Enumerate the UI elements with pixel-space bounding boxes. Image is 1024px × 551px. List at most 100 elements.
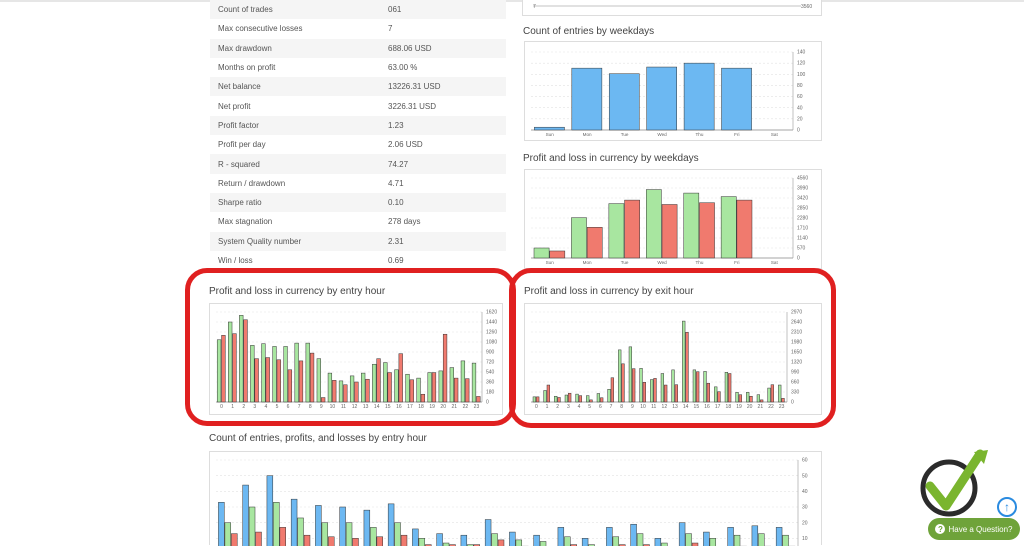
bar-series-0-5 [272,346,277,403]
bar-series-0-3 [250,345,255,403]
bar-series-0-Wed [646,189,662,259]
x-tick-label: 8 [309,404,312,410]
stat-label: Max drawdown [218,43,272,53]
bar-series-0-17 [630,523,637,551]
bar-series-1-17 [717,391,721,403]
bar-series-1-1 [232,333,237,403]
bar-series-1-11 [343,384,348,403]
x-tick-label: 18 [418,404,424,410]
stat-label: Sharpe ratio [218,198,262,208]
bar-series-0-22 [767,387,771,403]
bar-series-0-Fri [721,67,752,131]
y-tick-label: 990 [791,370,800,376]
bar-series-1-1 [546,384,550,403]
stat-row: Profit per day 2.06 USD [210,135,506,154]
x-tick-label: 12 [352,404,358,410]
bar-series-0-17 [405,373,410,403]
chart-title-count-entry-hour: Count of entries, profits, and losses by… [209,433,427,444]
bar-series-1-4 [578,395,582,403]
x-tick-label: Fri [734,132,739,137]
x-tick-label: 23 [474,404,480,410]
x-tick-label: 16 [704,404,710,410]
bar-series-0-4 [261,343,266,403]
bar-series-1-7 [298,360,304,403]
y-tick-label: 60 [802,458,808,464]
x-tick-label: 17 [715,404,721,410]
stat-value: 13226.31 USD [388,82,441,92]
have-a-question-button[interactable]: ? Have a Question? [928,518,1020,540]
scroll-top-button[interactable]: ↑ [997,497,1017,517]
bar-series-0-14 [372,363,377,403]
bar-series-1-15 [696,371,700,403]
x-tick-label: Sun [546,260,555,265]
x-tick-label: 4 [578,404,581,410]
x-tick-label: 13 [363,404,369,410]
x-tick-label: Tue [621,132,629,137]
stat-label: System Quality number [218,236,302,246]
bar-series-0-0 [218,502,225,551]
stat-label: R - squared [218,159,260,169]
x-tick-label: Tue [621,260,629,265]
bar-series-1-0 [221,335,226,403]
bar-series-1-Mon [586,227,603,259]
x-tick-label: Thu [695,132,703,137]
chart-pl-weekdays: 0 570 1140 1710 2280 2850 3420 3990 4560 Sun Mon Tu… [524,169,822,269]
y-tick-label: 0 [797,256,800,262]
bar-series-0-12 [660,373,664,403]
y-tick-label: 900 [486,350,495,356]
bar-series-2-1 [255,531,262,551]
x-tick-label: 21 [758,404,764,410]
bar-series-0-23 [778,384,782,403]
bar-series-0-23 [775,527,783,551]
bar-series-0-16 [703,371,707,403]
y-tick-label: 140 [797,50,806,56]
stat-value: 4.71 [388,178,404,188]
top-partial-chart-svg: 7 3560 [533,4,812,10]
y-tick-label: 60 [797,94,803,100]
y-tick-label: 120 [797,61,806,67]
chart-pl-exit-hour: 0 330 660 990 1320 1650 1980 2310 2640 2970 0 1 2 3 4 5… [524,303,822,415]
y-tick-label: 540 [486,370,495,376]
bar-series-0-9 [316,358,321,403]
bar-series-1-11 [653,378,657,403]
bar-series-1-Thu [699,202,715,259]
bar-series-1-5 [276,359,281,403]
bar-series-1-18 [420,393,426,403]
bar-series-1-22 [465,378,470,403]
bar-series-0-13 [671,369,675,403]
stat-row: Months on profit 63.00 % [210,58,506,77]
y-tick-label: 100 [797,72,806,78]
x-tick-label: Wed [657,260,667,265]
x-tick-label: 10 [330,404,336,410]
bar-series-1-16 [706,382,710,403]
y-tick-label: 3420 [797,196,808,202]
bar-series-0-9 [436,533,443,551]
stat-label: Max consecutive losses [218,24,303,34]
bar-series-0-8 [618,349,622,403]
stat-label: Win / loss [218,256,253,265]
stat-row: Count of trades 061 [210,0,506,20]
y-tick-label: 40 [802,489,808,495]
x-tick-label: 10 [640,404,646,410]
bar-series-0-14 [557,527,565,551]
highlight-pl-exit-hour [509,268,836,428]
bar-series-2-2 [279,527,286,551]
x-tick-label: 1 [231,404,234,410]
bar-series-2-0 [231,533,238,551]
x-tick-label: 17 [407,404,413,410]
bar-series-0-7 [607,389,611,403]
bar-series-0-18 [724,372,728,403]
y-tick-label: 1440 [486,320,497,326]
bar-series-1-20 [442,333,448,403]
x-tick-label: 20 [440,404,446,410]
stat-label: Profit per day [218,140,266,150]
bar-series-0-6 [283,346,288,403]
bar-series-1-0 [536,396,540,403]
bar-series-1-Sun [549,250,566,259]
bar-series-0-11 [650,379,654,403]
bar-series-1-Fri [736,199,753,259]
bar-series-0-17 [714,386,718,403]
bar-series-1-9 [321,397,326,403]
x-tick-label: 15 [694,404,700,410]
x-tick-label: 11 [651,404,656,410]
